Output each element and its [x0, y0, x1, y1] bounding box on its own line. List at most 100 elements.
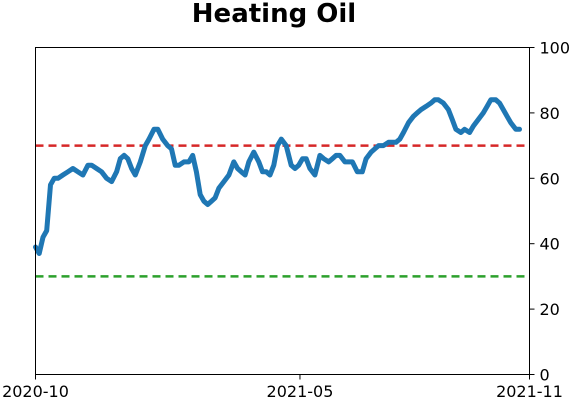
data-point — [166, 144, 169, 147]
data-point — [236, 167, 239, 170]
data-point — [53, 177, 56, 180]
data-point — [377, 144, 380, 147]
data-point — [442, 101, 445, 105]
data-point — [482, 111, 485, 115]
data-point — [210, 200, 213, 203]
reference-lines — [35, 144, 530, 278]
data-point — [489, 98, 492, 102]
data-point — [182, 160, 186, 164]
data-point — [514, 128, 517, 131]
data-point — [373, 147, 376, 151]
y-tick-label: 0 — [540, 366, 550, 385]
data-point — [485, 105, 489, 108]
data-point — [394, 141, 398, 144]
data-point — [356, 170, 359, 173]
data-point — [322, 157, 325, 160]
data-point — [202, 200, 206, 203]
data-point — [71, 167, 75, 170]
data-point — [285, 144, 288, 147]
data-point — [459, 131, 463, 134]
data-point — [247, 160, 250, 164]
data-point — [327, 160, 330, 164]
data-point — [505, 115, 509, 118]
data-point — [494, 98, 497, 102]
data-point — [402, 131, 405, 134]
data-point — [217, 186, 221, 190]
x-tick-label: 2021-11 — [496, 382, 563, 401]
data-point — [447, 108, 450, 111]
data-point — [416, 111, 419, 115]
data-point — [361, 170, 364, 173]
data-point — [369, 150, 373, 154]
data-point — [126, 157, 129, 160]
data-point — [338, 154, 342, 157]
data-point — [276, 144, 279, 147]
y-tick-label: 60 — [540, 169, 560, 188]
data-point — [49, 183, 52, 186]
y-tick-label: 20 — [540, 300, 560, 319]
data-point — [351, 160, 354, 164]
data-point — [222, 180, 226, 183]
x-axis: 2020-10 2021-05 2021-11 — [2, 374, 563, 401]
data-point — [45, 229, 48, 232]
plot-frame — [35, 47, 530, 375]
data-point — [227, 173, 231, 177]
data-point — [518, 128, 521, 131]
data-point — [343, 160, 347, 164]
data-point — [502, 108, 505, 111]
data-point — [206, 203, 209, 206]
data-point — [472, 124, 475, 128]
data-point — [265, 170, 268, 173]
data-point — [509, 121, 512, 124]
data-point — [313, 173, 317, 177]
y-axis: 0 20 40 60 80 100 — [529, 39, 571, 385]
data-point — [191, 154, 194, 157]
data-point — [433, 98, 436, 102]
data-point — [463, 128, 466, 131]
data-point — [308, 167, 312, 170]
data-point — [110, 180, 113, 183]
data-point — [301, 157, 304, 160]
data-point — [187, 160, 191, 164]
data-point — [305, 157, 308, 160]
data-point — [429, 101, 433, 105]
data-point — [451, 118, 454, 121]
data-point — [412, 115, 415, 118]
data-point — [156, 128, 159, 131]
data-point — [290, 164, 293, 167]
data-point — [454, 128, 458, 131]
data-point — [347, 160, 350, 164]
data-point — [407, 121, 410, 124]
data-point — [134, 173, 137, 177]
data-point — [38, 252, 41, 255]
y-tick-label: 80 — [540, 104, 560, 123]
data-point — [161, 137, 164, 141]
data-point — [41, 236, 45, 239]
y-tick-label: 100 — [540, 39, 571, 58]
series-line-0 — [33, 97, 522, 256]
data-point — [468, 131, 471, 134]
data-point — [81, 173, 85, 177]
data-point — [152, 128, 156, 131]
data-point — [272, 164, 275, 167]
data-point — [86, 164, 90, 167]
data-point — [391, 141, 394, 144]
data-point — [76, 170, 80, 173]
data-point — [147, 137, 151, 141]
data-point — [243, 173, 247, 177]
data-point — [61, 173, 65, 177]
data-point — [232, 160, 235, 164]
y-tick-label: 40 — [540, 235, 560, 254]
x-tick-label: 2021-05 — [267, 382, 334, 401]
data-point — [56, 177, 60, 180]
x-tick-label: 2020-10 — [2, 382, 69, 401]
data-point — [139, 160, 142, 164]
data-point — [66, 170, 70, 173]
data-point — [90, 164, 93, 167]
data-point — [105, 177, 108, 180]
data-point — [213, 196, 217, 200]
data-point — [177, 164, 181, 167]
data-point — [331, 157, 334, 160]
data-point — [195, 170, 198, 173]
